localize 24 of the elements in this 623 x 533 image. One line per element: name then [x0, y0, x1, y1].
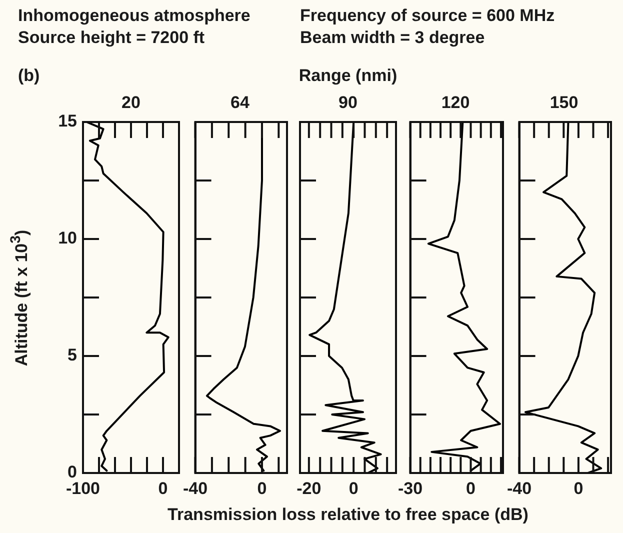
- y-tick-label: 15: [58, 112, 77, 131]
- text: Frequency of source = 600 MHz: [300, 6, 555, 26]
- source-note: Source height = 7200 ft: [18, 28, 205, 48]
- text: (b): [18, 66, 40, 86]
- y-tick-label: 5: [68, 346, 77, 365]
- x-axis-title: Transmission loss relative to free space (dB): [168, 505, 528, 525]
- chart-title: 20: [120, 93, 142, 113]
- x-tick-label: 0: [158, 478, 168, 498]
- x-tick-label: -40: [506, 478, 532, 498]
- x-tick-label: 0: [466, 478, 476, 498]
- text: Beam width = 3 degree: [300, 28, 485, 48]
- x-tick-label: 0: [348, 478, 358, 498]
- chart-title: 90: [338, 93, 358, 113]
- chart-title: 120: [440, 93, 471, 113]
- x-tick-label: 0: [574, 478, 584, 498]
- x-tick-label: -20: [296, 478, 322, 498]
- y-tick-label: 10: [58, 228, 77, 248]
- x-tick-label: -40: [182, 478, 208, 498]
- chart-title: 150: [548, 93, 580, 113]
- chart-title: 64: [230, 93, 250, 113]
- text: Inhomogeneous atmosphere: [18, 6, 250, 26]
- x-tick-label: -30: [398, 478, 423, 498]
- x-tick-label: 0: [257, 478, 267, 498]
- chart-subtitle: Range (nmi): [298, 66, 398, 86]
